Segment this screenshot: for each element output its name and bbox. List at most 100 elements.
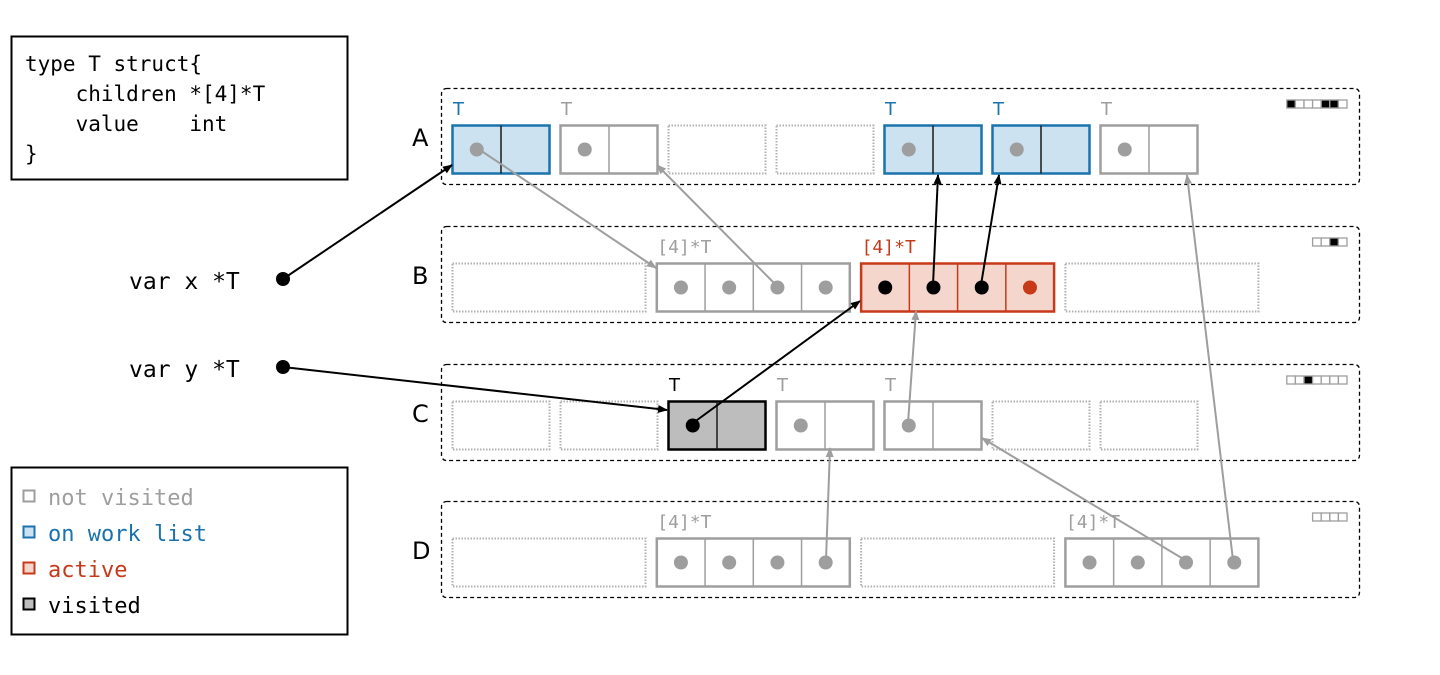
heap-object-gray: T [775, 375, 875, 451]
heap-span-row-A: A T T T T T [412, 87, 1361, 186]
legend: not visited on work list active visited [10, 466, 349, 636]
object-type-label: [4]*T [657, 237, 711, 258]
pointer-dot [793, 418, 808, 433]
legend-swatch-black [22, 597, 36, 611]
object-type-label: [4]*T [657, 512, 711, 533]
pointer-dot [770, 555, 785, 570]
pointer-arrow [476, 147, 657, 269]
heap-span-row-C: C T T T [412, 363, 1361, 462]
mark-bit-clear [1320, 375, 1331, 385]
pointer-arrow [692, 300, 861, 424]
heap-object-black: T [667, 375, 767, 451]
mark-bit-set [1303, 375, 1314, 385]
pointer-dot [722, 555, 737, 570]
mark-bit-set [1329, 99, 1340, 109]
pointer-dot [901, 142, 916, 157]
legend-label-red: active [48, 558, 127, 583]
pointer-dot [469, 142, 484, 157]
span-border [440, 363, 1361, 462]
free-slot [451, 400, 551, 451]
mark-bit-clear [1320, 237, 1331, 247]
code-line: type T struct{ [25, 52, 202, 76]
heap-object-gray: T [1099, 99, 1199, 175]
span-label: D [412, 537, 430, 565]
free-slot [1099, 400, 1199, 451]
mark-bit-clear [1286, 375, 1297, 385]
pointer-arrow [656, 164, 777, 286]
code-line: children *[4]*T [25, 82, 266, 106]
mark-bit-clear [1337, 237, 1348, 247]
mark-bit-clear [1303, 99, 1314, 109]
mark-bit-clear [1337, 99, 1348, 109]
legend-label-black: visited [48, 594, 141, 619]
legend-label-gray: not visited [48, 486, 194, 511]
free-slot [559, 400, 659, 451]
struct-definition-box: type T struct{ children *[4]*T value int… [10, 35, 349, 181]
mark-bit-clear [1337, 375, 1348, 385]
object-type-label: T [452, 99, 465, 120]
object-type-label: T [884, 375, 897, 396]
heap-object-gray: [4]*T [655, 512, 852, 588]
legend-swatch-red [22, 561, 36, 575]
pointer-dot [673, 280, 688, 295]
mark-bit-clear [1329, 375, 1340, 385]
pointer-dot [974, 280, 989, 295]
pointer-dot [722, 280, 737, 295]
pointer-arrow [981, 437, 1186, 561]
mark-bit-clear [1311, 237, 1322, 247]
pointer-arrow [932, 174, 942, 286]
pointer-dot [818, 555, 833, 570]
heap-object-blue: T [991, 99, 1091, 175]
mark-bit-clear [1311, 375, 1322, 385]
pointer-dot [1022, 280, 1037, 295]
heap-span-row-D: D [4]*T [4]*T [412, 500, 1361, 599]
free-slot [451, 262, 647, 313]
object-type-label: T [1100, 99, 1113, 120]
legend-label-blue: on work list [48, 522, 207, 547]
pointer-arrow [282, 366, 668, 413]
var-x-label: var x *T [129, 269, 240, 295]
span-border [440, 87, 1361, 186]
object-type-label: T [668, 375, 681, 396]
free-slot [991, 400, 1091, 451]
span-label: C [412, 400, 429, 428]
free-slot [667, 124, 767, 175]
object-type-label: [4]*T [862, 237, 916, 258]
heap-object-gray: T [559, 99, 659, 175]
pointer-dot [577, 142, 592, 157]
span-label: B [412, 262, 428, 290]
var-y-label: var y *T [129, 357, 240, 383]
mark-bit-set [1329, 237, 1340, 247]
pointer-dot [878, 280, 893, 295]
mark-bit-clear [1294, 375, 1305, 385]
object-type-label: T [884, 99, 897, 120]
span-border [440, 500, 1361, 599]
code-line: } [25, 142, 38, 166]
mark-bit-clear [1311, 512, 1322, 522]
code-line: value int [25, 112, 227, 136]
legend-swatch-blue [22, 525, 36, 539]
pointer-dot [1130, 555, 1145, 570]
heap-object-gray: [4]*T [655, 237, 852, 313]
pointer-dot [673, 555, 688, 570]
heap-object-gray: T [883, 375, 983, 451]
object-type-label: T [992, 99, 1005, 120]
pointer-dot [1227, 555, 1242, 570]
pointer-dot [818, 280, 833, 295]
object-type-label: T [560, 99, 573, 120]
legend-swatch-gray [22, 489, 36, 503]
mark-bit-clear [1337, 512, 1348, 522]
pointer-dot [1117, 142, 1132, 157]
pointer-dot [1082, 555, 1097, 570]
pointer-arrow [282, 164, 453, 280]
pointer-dot [1009, 142, 1024, 157]
pointer-arrow [907, 310, 920, 424]
mark-bit-clear [1320, 512, 1331, 522]
heap-object-blue: T [883, 99, 983, 175]
mark-bit-clear [1311, 99, 1322, 109]
object-type-label: T [776, 375, 789, 396]
pointer-arrow [1184, 174, 1234, 561]
pointer-dot [685, 418, 700, 433]
free-slot [1064, 262, 1260, 313]
